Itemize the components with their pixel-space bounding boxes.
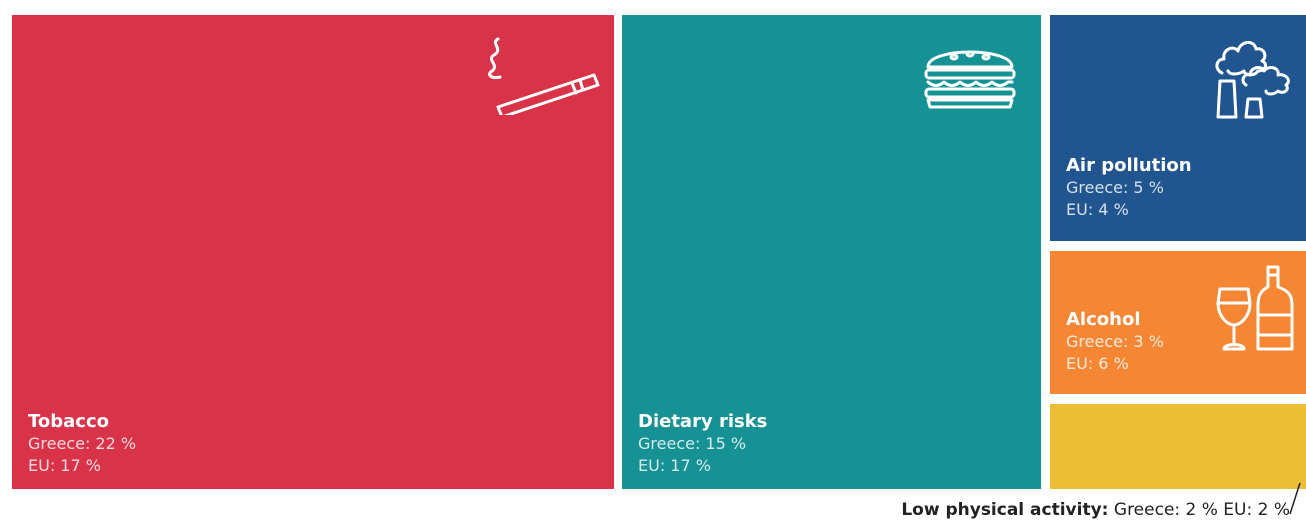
tobacco-greece-value: Greece: 22 % — [28, 434, 137, 453]
factory-icon — [1215, 41, 1290, 119]
alcohol-eu-value: EU: 6 % — [1066, 354, 1129, 373]
footnote-values: Greece: 2 % EU: 2 % — [1113, 500, 1290, 520]
tile-low-physical-activity — [1050, 404, 1306, 489]
dietary-eu-value: EU: 17 % — [638, 456, 711, 475]
alcohol-greece-value: Greece: 3 % — [1066, 332, 1164, 351]
cigarette-icon — [488, 37, 600, 115]
tile-tobacco: Tobacco Greece: 22 % EU: 17 % — [12, 15, 614, 489]
wine-bottle-icon — [1216, 265, 1294, 351]
low-physical-activity-footnote: Low physical activity: Greece: 2 % EU: 2… — [901, 500, 1290, 520]
footnote-name: Low physical activity: — [901, 500, 1109, 520]
tobacco-label: Tobacco Greece: 22 % EU: 17 % — [28, 411, 136, 477]
air-name: Air pollution — [1066, 155, 1192, 176]
burger-icon — [924, 50, 1016, 109]
tile-dietary-risks: Dietary risks Greece: 15 % EU: 17 % — [622, 15, 1041, 489]
tile-air-pollution: Air pollution Greece: 5 % EU: 4 % — [1050, 15, 1306, 241]
tile-alcohol: Alcohol Greece: 3 % EU: 6 % — [1050, 251, 1306, 394]
dietary-greece-value: Greece: 15 % — [638, 434, 747, 453]
alcohol-name: Alcohol — [1066, 309, 1141, 330]
tobacco-name: Tobacco — [28, 411, 109, 432]
tobacco-eu-value: EU: 17 % — [28, 456, 101, 475]
dietary-name: Dietary risks — [638, 411, 768, 432]
leader-line — [1289, 482, 1301, 515]
air-eu-value: EU: 4 % — [1066, 200, 1129, 219]
air-label: Air pollution Greece: 5 % EU: 4 % — [1066, 155, 1192, 221]
dietary-label: Dietary risks Greece: 15 % EU: 17 % — [638, 411, 767, 477]
alcohol-label: Alcohol Greece: 3 % EU: 6 % — [1066, 309, 1164, 375]
air-greece-value: Greece: 5 % — [1066, 178, 1164, 197]
